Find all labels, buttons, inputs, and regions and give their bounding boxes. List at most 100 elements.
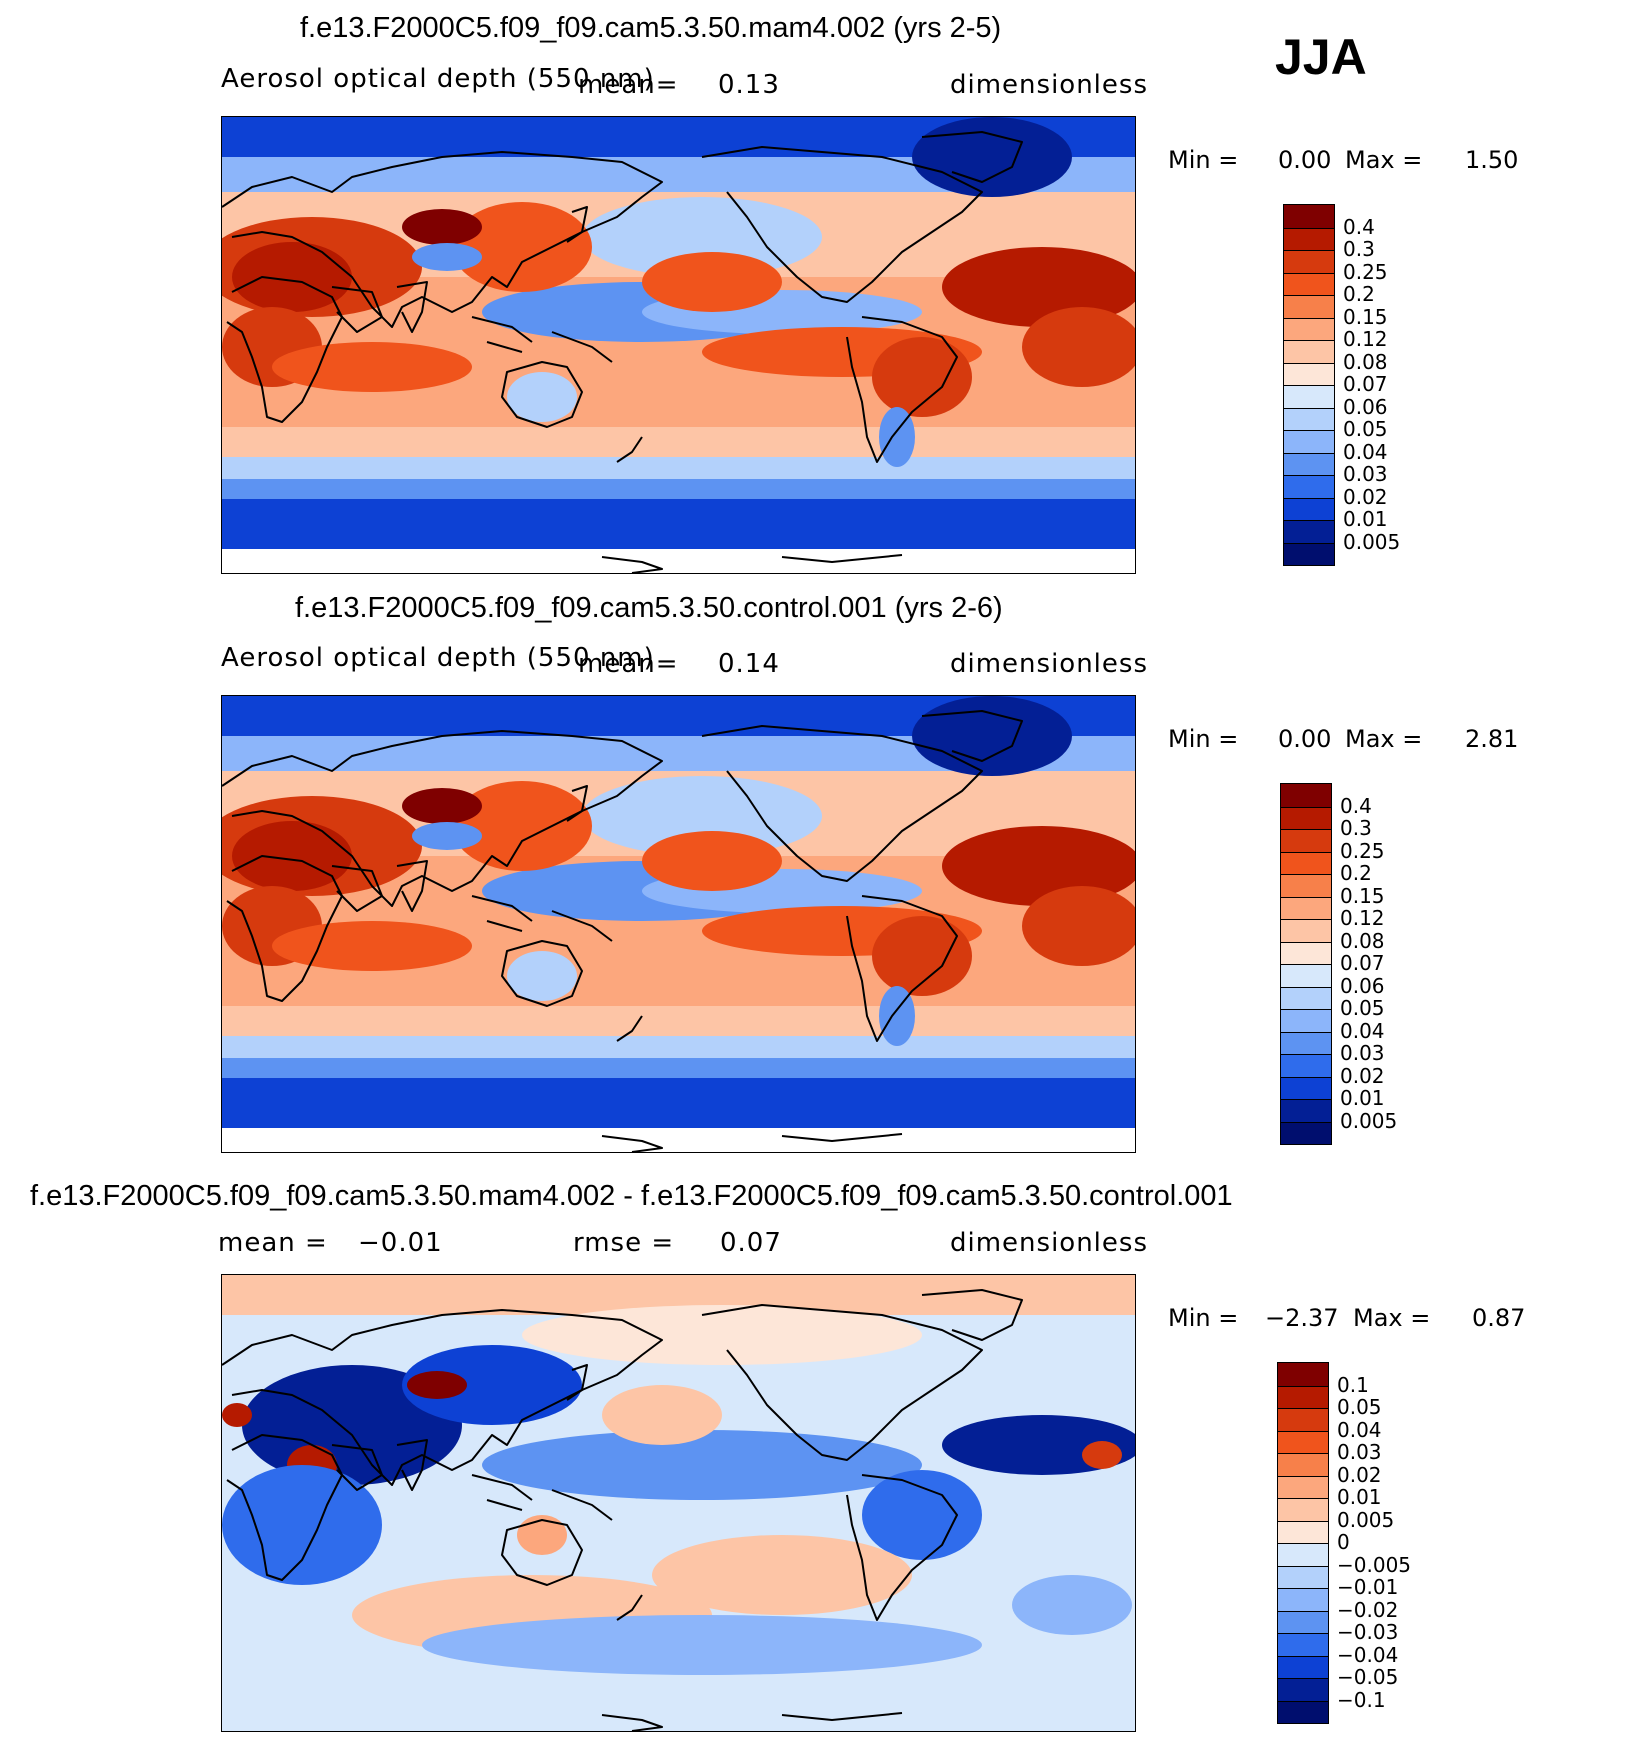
field-blob: [232, 242, 352, 312]
coastline: [471, 1474, 613, 1521]
coastline: [616, 436, 643, 463]
coastline: [226, 855, 343, 1002]
map-plot: [221, 695, 1136, 1153]
field-blob: [872, 916, 972, 996]
colorbar-bin: [1278, 1588, 1328, 1611]
colorbar-level-label: 0.02: [1337, 1462, 1382, 1487]
colorbar-bin: [1281, 1009, 1331, 1032]
colorbar-bin: [1284, 205, 1334, 228]
colorbar-bin: [1281, 1054, 1331, 1077]
map-plot: [221, 1274, 1136, 1732]
field-blob: [402, 209, 482, 245]
coastline: [701, 725, 983, 882]
field-band: [222, 499, 1135, 549]
field-blob: [582, 197, 822, 277]
coastline: [226, 1434, 343, 1581]
field-blob: [652, 1535, 912, 1615]
field-band: [222, 1078, 1135, 1128]
field-blob: [452, 202, 592, 292]
colorbar-level-label: −0.02: [1337, 1597, 1399, 1622]
colorbar-bin: [1278, 1498, 1328, 1521]
colorbar-bin: [1281, 919, 1331, 942]
rmse-value: 0.07: [720, 1228, 782, 1258]
coastline: [921, 710, 1023, 762]
colorbar-bin: [1278, 1655, 1328, 1678]
coastline: [396, 281, 428, 333]
colorbar-bin: [1281, 1031, 1331, 1054]
colorbar-bin: [1284, 340, 1334, 363]
min-label: Min =: [1168, 725, 1239, 753]
colorbar-level-label: 0.03: [1337, 1440, 1382, 1464]
colorbar-level-label: 0.01: [1343, 507, 1388, 531]
coastline: [222, 730, 663, 907]
field-blob: [912, 117, 1072, 197]
colorbar-bin: [1281, 941, 1331, 964]
colorbar-level-label: 0.1: [1337, 1372, 1369, 1397]
colorbar-level-label: 0.06: [1343, 394, 1388, 419]
field-blob: [412, 822, 482, 850]
colorbar-bin: [1278, 1678, 1328, 1701]
colorbar-level-label: 0.08: [1340, 928, 1385, 953]
mean-value: 0.13: [718, 70, 780, 100]
field-band: [222, 1006, 1135, 1036]
colorbar-bin: [1278, 1543, 1328, 1566]
antarctic-blank: [222, 1128, 1135, 1152]
coastline: [331, 865, 383, 912]
colorbar-bin: [1281, 986, 1331, 1009]
colorbar-bin: [1284, 272, 1334, 295]
field-blob: [879, 986, 915, 1046]
colorbar: [1277, 1362, 1329, 1724]
colorbar-level-label: 0.01: [1337, 1485, 1382, 1509]
field-blob: [1082, 1441, 1122, 1469]
coastline: [846, 316, 958, 463]
coastline: [601, 554, 903, 573]
colorbar-level-label: −0.03: [1337, 1620, 1399, 1644]
variable-label: Aerosol optical depth (550 nm): [221, 643, 655, 673]
coastline: [226, 276, 343, 423]
max-value: 2.81: [1465, 725, 1519, 753]
colorbar-level-label: 0.02: [1340, 1063, 1385, 1088]
mean-value: 0.14: [718, 649, 780, 679]
colorbar-level-label: 0.25: [1340, 838, 1385, 863]
field-blob: [1022, 307, 1135, 387]
field-blob: [412, 243, 482, 271]
colorbar-level-label: 0.005: [1343, 529, 1401, 554]
colorbar-bin: [1284, 430, 1334, 453]
colorbar-level-label: 0.01: [1340, 1086, 1385, 1110]
min-value: 0.00: [1278, 725, 1332, 753]
colorbar-bin: [1278, 1633, 1328, 1656]
field-band: [222, 427, 1135, 457]
colorbar-level-label: 0.03: [1343, 462, 1388, 486]
colorbar-bin: [1281, 806, 1331, 829]
field-band: [222, 457, 1135, 479]
coastline: [566, 785, 588, 822]
min-label: Min =: [1168, 1304, 1239, 1332]
colorbar-bin: [1278, 1700, 1328, 1723]
coastline: [616, 1594, 643, 1621]
panel-title: f.e13.F2000C5.f09_f09.cam5.3.50.mam4.002…: [300, 12, 1002, 44]
field-blob: [1012, 1575, 1132, 1635]
colorbar-level-label: 0.07: [1343, 372, 1388, 396]
colorbar-level-label: 0.06: [1340, 973, 1385, 998]
colorbar-level-label: 0.12: [1340, 906, 1385, 930]
max-label: Max =: [1353, 1304, 1431, 1332]
coastline: [701, 1304, 983, 1461]
coastline: [501, 361, 583, 428]
field-blob: [452, 781, 592, 871]
coastline: [331, 286, 383, 333]
colorbar-level-label: 0.4: [1343, 214, 1375, 239]
colorbar-bin: [1278, 1565, 1328, 1588]
units-label: dimensionless: [950, 649, 1148, 679]
field-blob: [507, 951, 577, 1001]
colorbar-bin: [1278, 1520, 1328, 1543]
colorbar-level-label: −0.1: [1337, 1687, 1386, 1712]
field-blob: [482, 1430, 922, 1500]
coastline: [616, 1015, 643, 1042]
coastline: [471, 316, 613, 363]
colorbar-bin: [1284, 250, 1334, 273]
min-value: 0.00: [1278, 146, 1332, 174]
colorbar-bin: [1278, 1363, 1328, 1386]
field-band: [222, 1036, 1135, 1058]
field-blob: [407, 1371, 467, 1399]
field-band: [222, 1058, 1135, 1078]
